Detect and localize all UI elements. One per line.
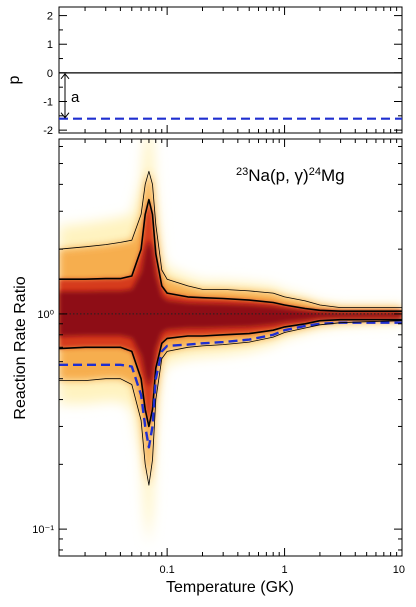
- annotation-label: a: [71, 89, 80, 106]
- top-ytick-label: 0: [47, 68, 53, 80]
- series-line-inner-1: [59, 198, 402, 312]
- series-line-inner-2: [59, 318, 402, 428]
- title-mass-b: 24: [309, 166, 321, 178]
- x-tick-label: 1: [282, 564, 288, 576]
- bottom-xlabel: Temperature (GK): [166, 579, 294, 596]
- top-panel-frame: [58, 6, 403, 134]
- bottom-plot-area: [59, 139, 402, 546]
- title-mass-a: 23: [236, 166, 248, 178]
- series-line-dashed: [59, 321, 402, 449]
- bottom-ticks: 0.1 1 10 10⁻¹ 10⁰: [32, 139, 405, 576]
- top-ytick-label: 2: [47, 11, 53, 23]
- top-ytick-label: -2: [43, 125, 53, 137]
- series-line-outer-4: [59, 320, 402, 486]
- bottom-panel: 0.1 1 10 10⁻¹ 10⁰ 23Na(p, γ)24Mg Reaction Ra…: [12, 138, 405, 596]
- title-elem-b: Mg: [321, 166, 345, 185]
- density-band-core: [59, 239, 402, 388]
- y-tick-label: 10⁻¹: [32, 524, 54, 536]
- y-tick-label: 10⁰: [37, 309, 54, 321]
- series-line-outer-0: [59, 170, 402, 308]
- x-tick-label: 0.1: [159, 564, 174, 576]
- annotation-arrow-head-top: [60, 73, 70, 80]
- top-panel: 2 1 0 -1 -2 a p: [6, 6, 403, 137]
- top-plot-area: [59, 72, 402, 120]
- top-annotation: a: [60, 73, 80, 119]
- x-tick-label: 10: [393, 564, 405, 576]
- chart-title: 23Na(p, γ)24Mg: [236, 166, 345, 185]
- title-elem-a: Na(p, γ): [248, 166, 308, 185]
- top-ytick-label: -1: [43, 97, 53, 109]
- annotation-arrow-head-bottom: [60, 112, 70, 119]
- bottom-ylabel: Reaction Rate Ratio: [12, 276, 29, 419]
- top-ylabel: p: [6, 75, 23, 84]
- top-ytick-label: 1: [47, 39, 53, 51]
